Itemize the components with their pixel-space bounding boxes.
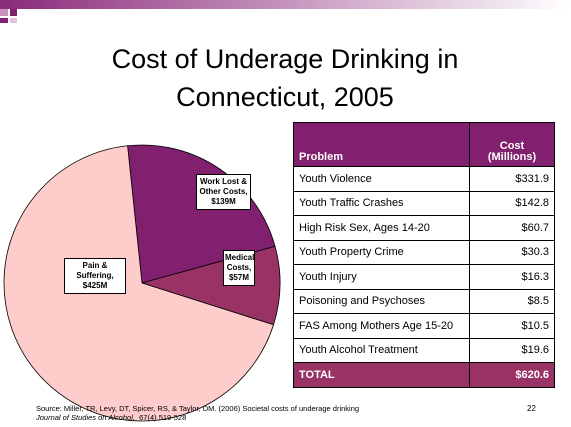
row: Youth Injury $16.3: [293, 264, 555, 290]
cell: Youth Alcohol Treatment: [293, 337, 470, 363]
row: Youth Alcohol Treatment $19.6: [293, 337, 555, 363]
slide-title: Cost of Underage Drinking in Connecticut…: [111, 44, 459, 112]
cell: $10.5: [469, 313, 555, 339]
cell: FAS Among Mothers Age 15-20: [293, 313, 470, 339]
source: Source: Miller, TR, Levy, DT, Spicer, RS…: [36, 404, 359, 422]
slice-value: $139M: [211, 197, 236, 206]
slice-value: $425M: [82, 281, 108, 290]
deco: [10, 18, 17, 23]
row: Youth Property Crime $30.3: [293, 239, 555, 265]
slice-category: Medical Costs,: [225, 253, 255, 272]
cell: High Risk Sex, Ages 14-20: [293, 215, 470, 241]
deco: [10, 9, 17, 16]
cost-table: Problem Cost (Millions) Youth Violence $331…: [293, 122, 555, 388]
journal: Journal of Studies on Alcohol,: [36, 413, 135, 422]
citation: 67(4) 519-528: [139, 413, 187, 422]
cell: Youth Property Crime: [293, 239, 470, 265]
deco: [0, 9, 8, 16]
header-cell: Problem: [293, 122, 470, 167]
page-number: 22: [527, 404, 536, 413]
row: High Risk Sex, Ages 14-20 $60.7: [293, 215, 555, 241]
total-cell: $620.6: [469, 362, 555, 388]
slice-value: $57M: [228, 273, 249, 282]
row: Youth Violence $331.9: [293, 166, 555, 192]
total-cell: TOTAL: [293, 362, 470, 388]
pie-slice: [127, 144, 276, 284]
source-line: Source: Miller, TR, Levy, DT, Spicer, RS…: [36, 404, 360, 413]
header-row: Problem Cost (Millions): [293, 122, 555, 167]
slice-category: Work Lost & Other Costs,: [199, 177, 248, 196]
slice-label: Pain & Suffering, $425M: [64, 258, 126, 294]
cell: $331.9: [469, 166, 555, 192]
top-bar: [0, 0, 571, 9]
cell: Youth Traffic Crashes: [293, 190, 470, 216]
source-line: Journal of Studies on Alcohol, 67(4) 519…: [36, 413, 359, 422]
cell: Youth Injury: [293, 264, 470, 290]
slice-label: Medical Costs, $57M: [223, 250, 255, 286]
cell: Youth Violence: [293, 166, 470, 192]
pie-slice: [3, 145, 275, 422]
cell: Poisoning and Psychoses: [293, 288, 470, 314]
cell: $8.5: [469, 288, 555, 314]
cell: $142.8: [469, 190, 555, 216]
cell: $60.7: [469, 215, 555, 241]
row: Poisoning and Psychoses $8.5: [293, 288, 555, 314]
header-cell: Cost (Millions): [469, 122, 555, 167]
row: FAS Among Mothers Age 15-20 $10.5: [293, 313, 555, 339]
total-row: TOTAL $620.6: [293, 362, 555, 388]
slice-category: Pain & Suffering,: [76, 261, 114, 280]
row: Youth Traffic Crashes $142.8: [293, 190, 555, 216]
cell: $16.3: [469, 264, 555, 290]
slice-label: Work Lost & Other Costs, $139M: [196, 174, 251, 210]
cell: $30.3: [469, 239, 555, 265]
deco: [0, 18, 8, 23]
cell: $19.6: [469, 337, 555, 363]
